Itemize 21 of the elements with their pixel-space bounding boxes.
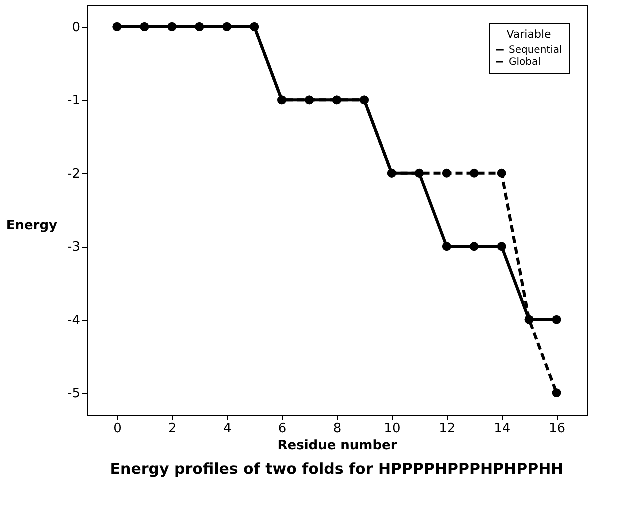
y-tick-label: -1 bbox=[68, 94, 80, 109]
text: Energy profiles of two folds for HPPPPHPPPHPHPPHH bbox=[110, 460, 564, 478]
y-tick-label: -4 bbox=[68, 313, 80, 328]
legend-label: Global bbox=[509, 57, 541, 68]
y-tick-label: -3 bbox=[68, 240, 80, 256]
x-tick-label: 4 bbox=[223, 422, 232, 436]
x-tick-label: 6 bbox=[278, 422, 287, 436]
x-tick-label: 12 bbox=[439, 422, 456, 436]
x-tick-label: 8 bbox=[333, 422, 342, 436]
y-tick-label: -5 bbox=[68, 386, 80, 402]
y-tick-label: 0 bbox=[72, 20, 80, 36]
x-axis-title: Residue number bbox=[278, 438, 398, 454]
legend-label: Sequential bbox=[509, 45, 562, 56]
x-tick-label: 14 bbox=[494, 422, 511, 436]
y-tick-label: -2 bbox=[68, 166, 80, 182]
x-tick-label: 0 bbox=[114, 422, 122, 436]
y-axis-title: Energy bbox=[6, 218, 58, 234]
x-tick-label: 10 bbox=[384, 422, 401, 436]
x-tick-label: 2 bbox=[168, 422, 177, 436]
x-tick-label: 16 bbox=[549, 422, 566, 436]
legend-title: Variable bbox=[506, 28, 552, 41]
